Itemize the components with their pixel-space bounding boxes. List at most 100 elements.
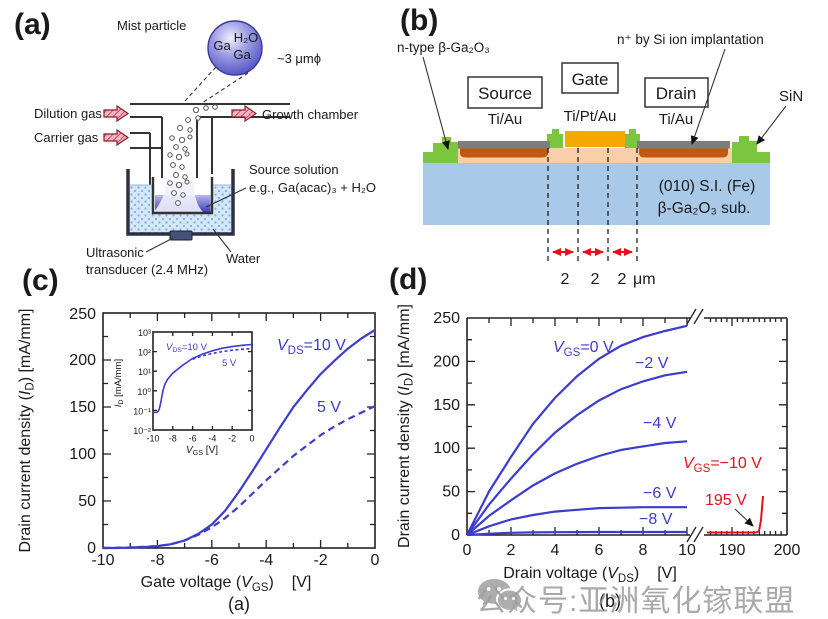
- panel-c-label: (c): [22, 264, 59, 297]
- curve-label-minus8: −8 V: [639, 511, 673, 528]
- carrier-gas-label: Carrier gas: [34, 130, 99, 145]
- ultrasonic-label-1: Ultrasonic: [86, 245, 144, 260]
- curve-vgs-minus4v: [466, 440, 688, 536]
- svg-text:-2: -2: [228, 434, 236, 444]
- drain-box: [644, 77, 709, 108]
- curve-vgs-minus6v: [466, 506, 687, 537]
- axis-break-marks: [686, 308, 704, 543]
- substrate-layer: [423, 163, 770, 225]
- sin-passivation: [423, 129, 770, 163]
- svg-text:-2: -2: [313, 552, 327, 569]
- y-axis-label: Drain current density (ID) [mA/mm]: [396, 304, 416, 548]
- curve-vds-5v: [102, 405, 376, 550]
- inset-label-vds10: VDS=10 V: [166, 342, 208, 354]
- panel-c-transfer-chart: (c) 0 50 100 150 200 250 -10 -8 -6 -4 -2…: [17, 264, 380, 614]
- svg-text:190: 190: [719, 542, 746, 559]
- mist-bubbles: [167, 104, 218, 206]
- panel-a-label: (a): [14, 8, 51, 41]
- curve-label-minus6: −6 V: [643, 485, 677, 502]
- source-solution-leader: [205, 187, 247, 208]
- svg-text:10⁰: 10⁰: [137, 387, 151, 397]
- nplus-drain-region: [639, 148, 728, 158]
- panel-b-device-cross-section: (b) Source Gate Drain Ti/Au Ti/Pt/Au Ti/…: [397, 4, 803, 288]
- svg-text:10²: 10²: [138, 348, 151, 358]
- curve-label-minus4: −4 V: [643, 415, 677, 432]
- source-box: [467, 76, 543, 109]
- n-type-arrow: [422, 56, 450, 150]
- inset-log-plot: 10³ 10² 10¹ 10⁰ 10⁻¹ 10⁻² -10 -8 -6 -4 -…: [113, 328, 255, 457]
- growth-chamber-arrow-icon: [231, 105, 257, 122]
- curve-label-minus2: −2 V: [635, 355, 669, 372]
- y-tick-labels: 0 50 100 150 200 250: [69, 306, 96, 557]
- vessel-walls: [151, 177, 214, 215]
- curve-vgs-0v: [466, 324, 688, 536]
- dim-unit-label: μm: [633, 271, 656, 288]
- x-axis-label: Gate voltage (VGS) [V]: [141, 574, 312, 594]
- svg-text:4: 4: [551, 542, 560, 559]
- n-plus-arrow: [690, 48, 726, 145]
- dim-label-1: 2: [561, 271, 570, 288]
- sphere-ga-left: Ga: [213, 38, 231, 53]
- sin-label: SiN: [779, 88, 803, 105]
- inner-tube-walls: [161, 117, 198, 182]
- panel-a-mist-cvd-diagram: (a) Mist particle Ga H₂O Ga ~3 μmϕ: [14, 8, 376, 277]
- dilution-gas-label: Dilution gas: [34, 106, 102, 121]
- svg-text:-6: -6: [205, 552, 219, 569]
- svg-text:-10: -10: [146, 434, 159, 444]
- curve-label-vgs0: VGS=0 V: [553, 339, 614, 359]
- inset-curve-10v: [153, 343, 253, 414]
- svg-text:8: 8: [639, 542, 648, 559]
- svg-text:200: 200: [433, 353, 460, 370]
- ultrasonic-transducer: [169, 230, 193, 241]
- water-leader: [212, 228, 232, 253]
- watermark-text: 公众号:亚洲氧化镓联盟: [476, 585, 796, 618]
- x-tick-labels: 0 2 4 6 8 10 190 200: [463, 542, 801, 559]
- svg-text:2: 2: [507, 542, 516, 559]
- drain-metal: [637, 141, 730, 149]
- svg-text:-8: -8: [150, 552, 164, 569]
- inset-y-tick-labels: 10³ 10² 10¹ 10⁰ 10⁻¹ 10⁻²: [133, 328, 151, 436]
- sphere-ga-bottom: Ga: [233, 47, 251, 62]
- source-metal-label: Ti/Au: [488, 111, 522, 128]
- sphere-h2o: H₂O: [234, 30, 259, 45]
- svg-text:-6: -6: [189, 434, 197, 444]
- source-metal: [458, 141, 550, 149]
- n-type-label: n-type β-Ga₂O₃: [397, 40, 490, 55]
- svg-text:250: 250: [433, 310, 460, 327]
- mist-particle-sphere: [207, 20, 263, 76]
- substrate-label-1: (010) S.I. (Fe): [659, 178, 755, 195]
- svg-text:50: 50: [78, 493, 96, 510]
- curve-label-vgs-minus10: VGS=−10 V: [683, 455, 762, 475]
- nplus-source-region: [460, 148, 548, 158]
- curve-vds-10v: [103, 328, 376, 550]
- sphere-size-note: ~3 μmϕ: [277, 51, 321, 66]
- mist-callout-line-1: [183, 66, 217, 103]
- gate-box: [561, 62, 619, 94]
- svg-text:200: 200: [69, 352, 96, 369]
- svg-text:10⁻¹: 10⁻¹: [133, 406, 151, 416]
- y-tick-labels: 0 50 100 150 200 250: [433, 310, 460, 544]
- svg-text:100: 100: [433, 440, 460, 457]
- curve-vgs-minus10v-breakdown: [707, 495, 764, 534]
- outer-tube-walls: [130, 117, 213, 196]
- dim-label-2: 2: [591, 271, 600, 288]
- x-tick-labels: -10 -8 -6 -4 -2 0: [91, 552, 379, 569]
- panel-b-label: (b): [400, 4, 438, 37]
- gate-box-label: Gate: [572, 70, 609, 89]
- drain-box-label: Drain: [656, 84, 697, 103]
- panel-d-label: (d): [389, 263, 427, 296]
- source-solution-label-1: Source solution: [249, 162, 339, 177]
- growth-chamber-label: Growth chamber: [262, 107, 359, 122]
- svg-text:0: 0: [463, 542, 472, 559]
- wechat-icon: [478, 579, 521, 612]
- carrier-gas-arrow-icon: [103, 129, 129, 146]
- n-plus-label: n⁺ by Si ion implantation: [617, 32, 764, 47]
- gate-metal: [565, 131, 625, 147]
- svg-text:-8: -8: [169, 434, 177, 444]
- gate-metal-label: Ti/Pt/Au: [564, 108, 617, 125]
- dilution-gas-arrow-icon: [103, 105, 129, 122]
- inset-curve-5v: [192, 347, 253, 360]
- mist-fountain: [154, 182, 203, 212]
- inset-y-axis-label: ID [mA/mm]: [113, 359, 125, 407]
- drain-metal-label: Ti/Au: [659, 111, 693, 128]
